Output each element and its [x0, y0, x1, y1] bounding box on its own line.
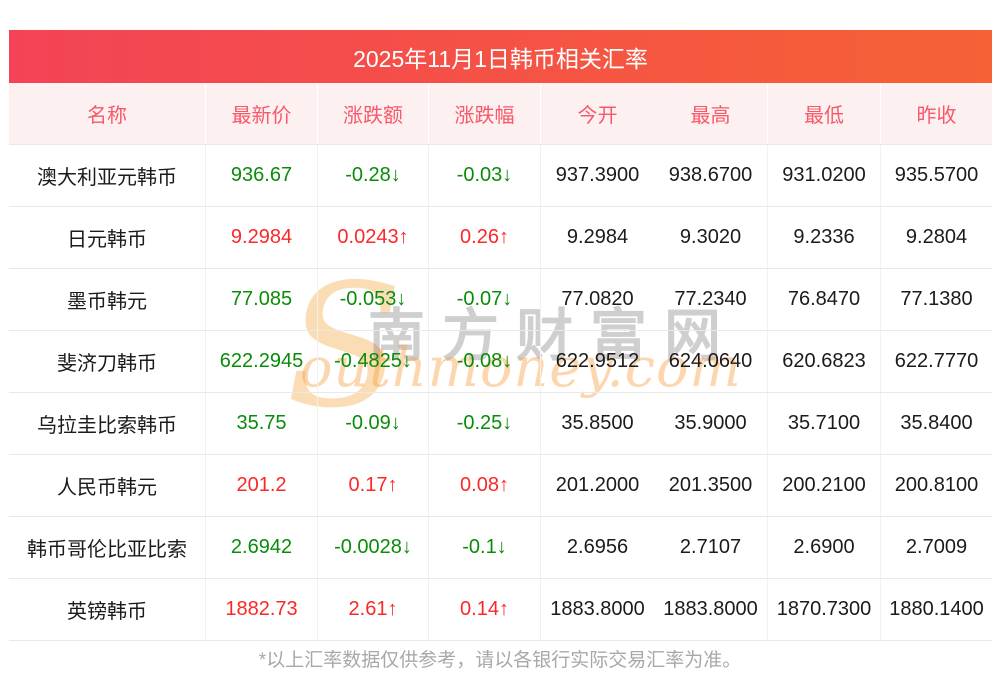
change-percent-cell: 0.08↑ [428, 455, 540, 516]
table-body: 澳大利亚元韩币 936.67 -0.28↓ -0.03↓ 937.3900 938.670… [9, 144, 992, 641]
prev-close-cell: 935.5700 [880, 145, 992, 206]
open-cell: 9.2984 [540, 207, 654, 268]
currency-pair-name: 乌拉圭比索韩币 [37, 415, 177, 437]
table-row: 墨币韩元 77.085 -0.053↓ -0.07↓ 77.0820 77.2340 76.… [9, 268, 992, 330]
latest-price-cell: 35.75 [205, 393, 317, 454]
header-cell: 涨跌额 [317, 83, 428, 144]
currency-pair-name: 澳大利亚元韩币 [37, 167, 177, 189]
open-cell: 201.2000 [540, 455, 654, 516]
currency-pair-name: 斐济刀韩币 [57, 353, 157, 375]
high-cell: 624.0640 [668, 350, 753, 372]
table-row: 日元韩币 9.2984 0.0243↑ 0.26↑ 9.2984 9.3020 9.2336… [9, 206, 992, 268]
header-cell: 名称 [87, 105, 127, 127]
latest-price-cell: 201.2 [205, 455, 317, 516]
open-cell: 77.0820 [540, 269, 654, 330]
prev-close-cell: 9.2804 [880, 207, 992, 268]
latest-price-cell: 936.67 [205, 145, 317, 206]
change-amount-cell: -0.28↓ [317, 145, 428, 206]
change-percent-cell: -0.1↓ [428, 517, 540, 578]
change-amount-cell: 0.0243↑ [317, 207, 428, 268]
header-cell: 最新价 [205, 83, 317, 144]
change-amount-cell: -0.053↓ [317, 269, 428, 330]
high-cell: 1883.8000 [663, 598, 758, 620]
prev-close-cell: 1880.1400 [880, 579, 992, 640]
low-cell: 1870.7300 [767, 579, 880, 640]
high-cell: 2.7107 [679, 536, 742, 558]
table-row: 斐济刀韩币 622.2945 -0.4825↓ -0.08↓ 622.9512 624.0… [9, 330, 992, 392]
header-cell: 最高 [690, 105, 731, 127]
latest-price-cell: 9.2984 [205, 207, 317, 268]
prev-close-cell: 2.7009 [880, 517, 992, 578]
prev-close-cell: 77.1380 [880, 269, 992, 330]
open-cell: 622.9512 [540, 331, 654, 392]
high-cell: 938.6700 [668, 164, 753, 186]
change-amount-cell: -0.0028↓ [317, 517, 428, 578]
high-cell: 77.2340 [674, 288, 747, 310]
disclaimer-text: *以上汇率数据仅供参考，请以各银行实际交易汇率为准。 [258, 650, 742, 671]
page-title: 2025年11月1日韩币相关汇率 [9, 30, 992, 83]
currency-pair-name: 墨币韩元 [67, 291, 147, 313]
change-amount-cell: -0.09↓ [317, 393, 428, 454]
open-cell: 1883.8000 [540, 579, 654, 640]
high-cell: 35.9000 [674, 412, 747, 434]
currency-pair-name: 日元韩币 [67, 229, 147, 251]
change-amount-cell: -0.4825↓ [317, 331, 428, 392]
currency-pair-name: 人民币韩元 [57, 477, 157, 499]
low-cell: 620.6823 [767, 331, 880, 392]
table-header-row: 名称 最新价 涨跌额 涨跌幅 今开 最高 最低 昨收 [9, 83, 992, 144]
low-cell: 76.8470 [767, 269, 880, 330]
exchange-rate-table: 2025年11月1日韩币相关汇率 名称 最新价 涨跌额 涨跌幅 今开 最高 最低 昨收 澳大利… [9, 30, 992, 641]
prev-close-cell: 35.8400 [880, 393, 992, 454]
low-cell: 35.7100 [767, 393, 880, 454]
open-cell: 937.3900 [540, 145, 654, 206]
currency-pair-name: 英镑韩币 [67, 601, 147, 623]
header-cell: 今开 [540, 83, 654, 144]
latest-price-cell: 622.2945 [205, 331, 317, 392]
open-cell: 35.8500 [540, 393, 654, 454]
header-cell: 涨跌幅 [428, 83, 540, 144]
change-percent-cell: -0.08↓ [428, 331, 540, 392]
header-cell: 昨收 [880, 83, 992, 144]
low-cell: 9.2336 [767, 207, 880, 268]
header-cell: 最低 [767, 83, 880, 144]
currency-pair-name: 韩币哥伦比亚比索 [27, 539, 187, 561]
change-percent-cell: -0.07↓ [428, 269, 540, 330]
open-cell: 2.6956 [540, 517, 654, 578]
change-percent-cell: -0.25↓ [428, 393, 540, 454]
latest-price-cell: 77.085 [205, 269, 317, 330]
prev-close-cell: 622.7770 [880, 331, 992, 392]
table-row: 人民币韩元 201.2 0.17↑ 0.08↑ 201.2000 201.3500 200.… [9, 454, 992, 516]
prev-close-cell: 200.8100 [880, 455, 992, 516]
table-row: 澳大利亚元韩币 936.67 -0.28↓ -0.03↓ 937.3900 938.670… [9, 144, 992, 206]
change-amount-cell: 0.17↑ [317, 455, 428, 516]
high-cell: 9.3020 [679, 226, 742, 248]
table-row: 英镑韩币 1882.73 2.61↑ 0.14↑ 1883.8000 1883.8000 1… [9, 578, 992, 640]
table-row: 韩币哥伦比亚比索 2.6942 -0.0028↓ -0.1↓ 2.6956 2.7107 2… [9, 516, 992, 578]
table-row: 乌拉圭比索韩币 35.75 -0.09↓ -0.25↓ 35.8500 35.9000 35… [9, 392, 992, 454]
latest-price-cell: 1882.73 [205, 579, 317, 640]
low-cell: 931.0200 [767, 145, 880, 206]
low-cell: 2.6900 [767, 517, 880, 578]
change-percent-cell: 0.14↑ [428, 579, 540, 640]
low-cell: 200.2100 [767, 455, 880, 516]
change-percent-cell: 0.26↑ [428, 207, 540, 268]
change-amount-cell: 2.61↑ [317, 579, 428, 640]
change-percent-cell: -0.03↓ [428, 145, 540, 206]
latest-price-cell: 2.6942 [205, 517, 317, 578]
high-cell: 201.3500 [668, 474, 753, 496]
